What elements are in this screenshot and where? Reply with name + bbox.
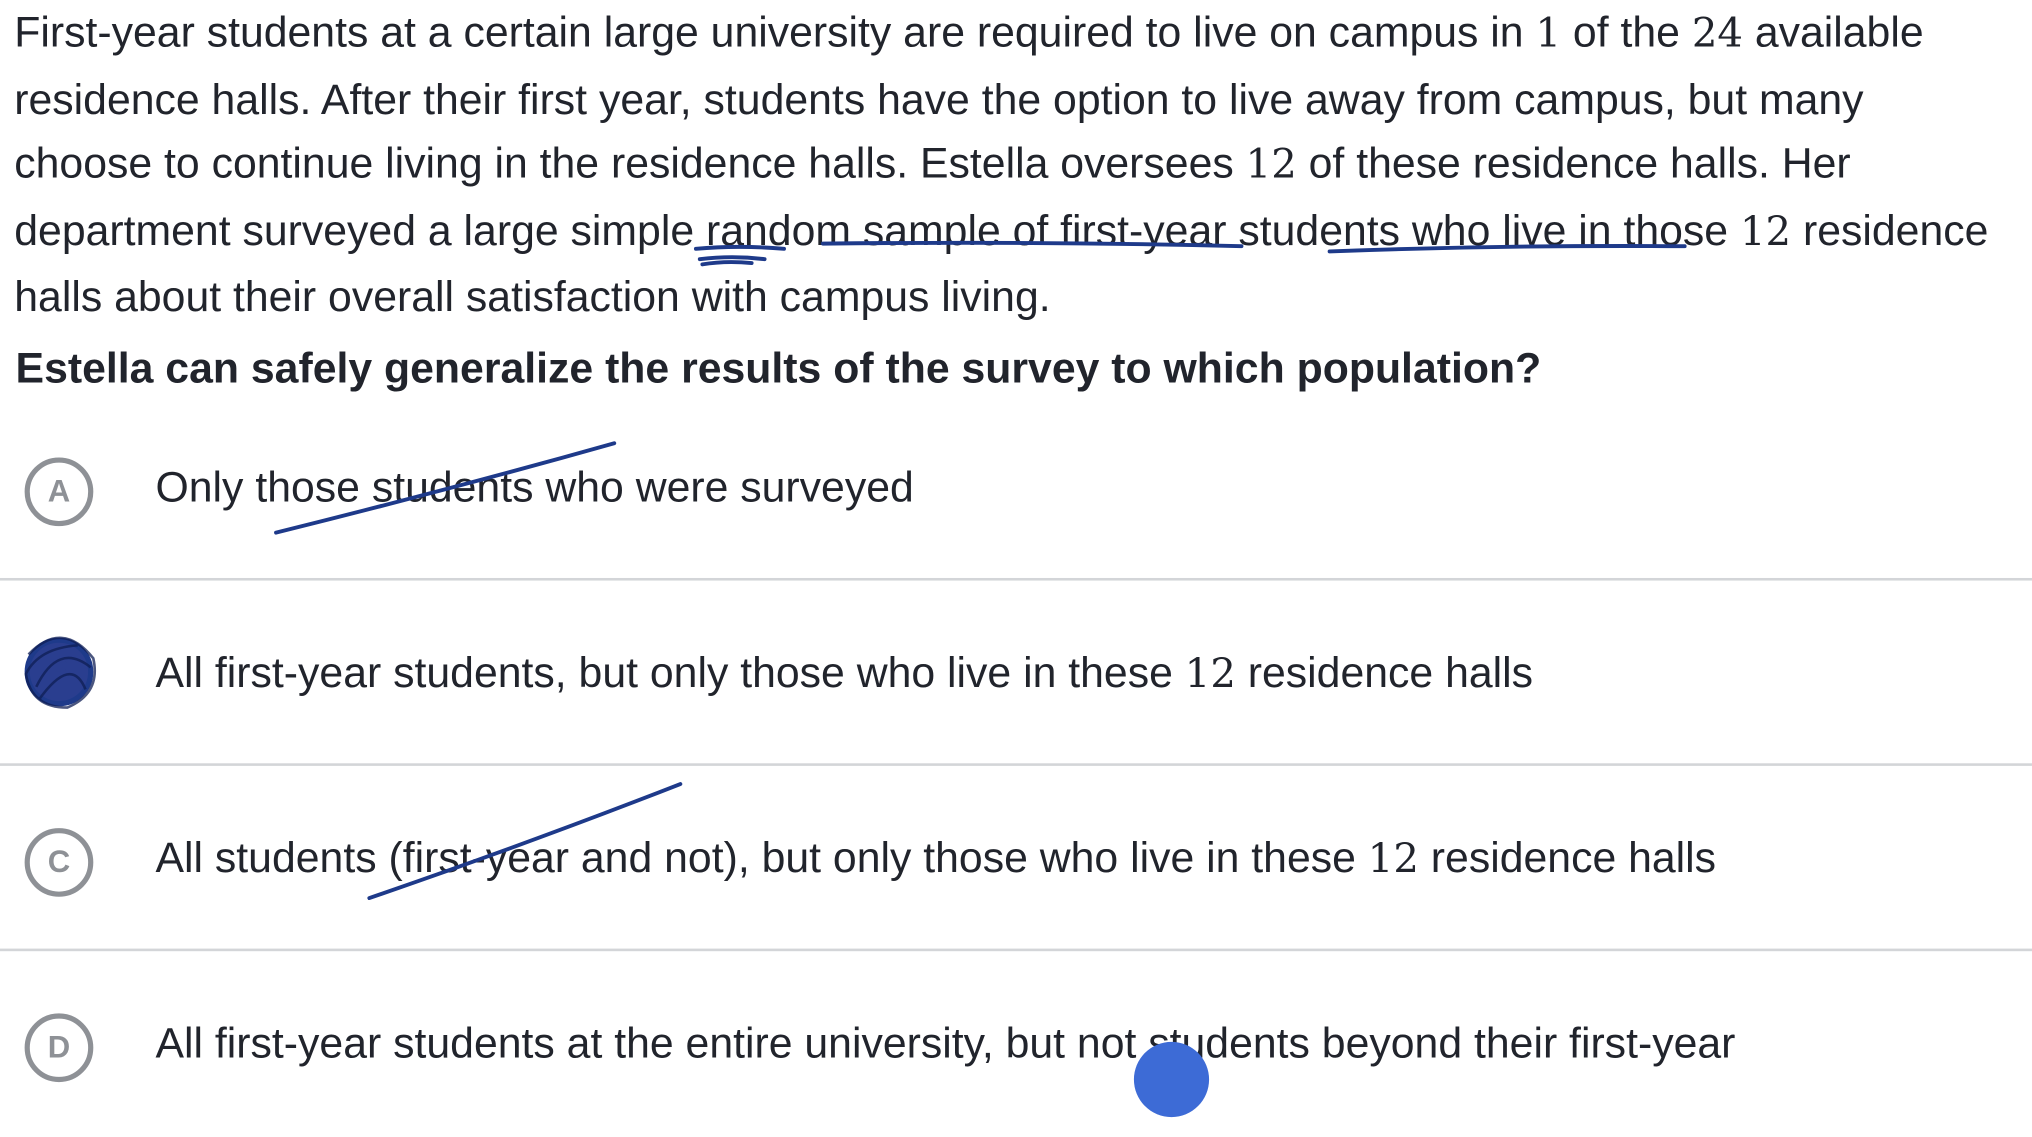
pen-cursor (1133, 1041, 1210, 1118)
passage-text: of the (1561, 7, 1692, 56)
passage-number: 24 (1691, 10, 1743, 58)
passage-number: 12 (1739, 207, 1792, 255)
divider (0, 763, 2032, 766)
question-prompt: Estella can safely generalize the result… (15, 343, 1542, 392)
passage-number: 12 (1245, 141, 1297, 188)
choice-letter-circle[interactable]: A (24, 457, 94, 527)
passage-annotated-phrase: first-year students (1060, 205, 1401, 254)
choice-text: All first-year students, but only those … (155, 647, 1534, 698)
passage-text (559, 205, 571, 253)
passage-annotated-phrase: simple random sample (570, 205, 1001, 254)
choice-b[interactable]: B All first-year students, but only thos… (0, 581, 2032, 766)
passage-text: of (1000, 205, 1061, 254)
choice-letter-circle[interactable]: C (24, 828, 94, 897)
passage-text: who live in those (1400, 205, 1740, 254)
passage-number: 1 (1535, 10, 1562, 58)
divider (0, 948, 2032, 952)
choice-d[interactable]: D All first-year students at the entire … (0, 951, 2032, 1136)
passage-text: First-year students at a certain large u… (14, 7, 1536, 56)
passage: First-year students at a certain large u… (14, 0, 2010, 329)
passage-text: of these residence halls. Her department… (14, 138, 1851, 254)
passage-text: residence halls about their overall sati… (14, 205, 1989, 321)
choice-letter-circle-selected[interactable]: B (24, 637, 94, 707)
choice-letter-circle[interactable]: D (24, 1013, 94, 1083)
choice-text: Only those students who were surveyed (155, 462, 914, 511)
passage-annotated-phrase: large (463, 205, 559, 254)
divider (0, 577, 2032, 581)
choice-text: All students (first-year and not), but o… (155, 833, 1717, 883)
choice-c[interactable]: C All students (first-year and not), but… (0, 766, 2032, 952)
passage-text: available residence halls. After their f… (14, 7, 1924, 187)
choice-text: All first-year students at the entire un… (155, 1018, 1736, 1067)
choice-a[interactable]: A Only those students who were surveyed (0, 395, 2032, 581)
